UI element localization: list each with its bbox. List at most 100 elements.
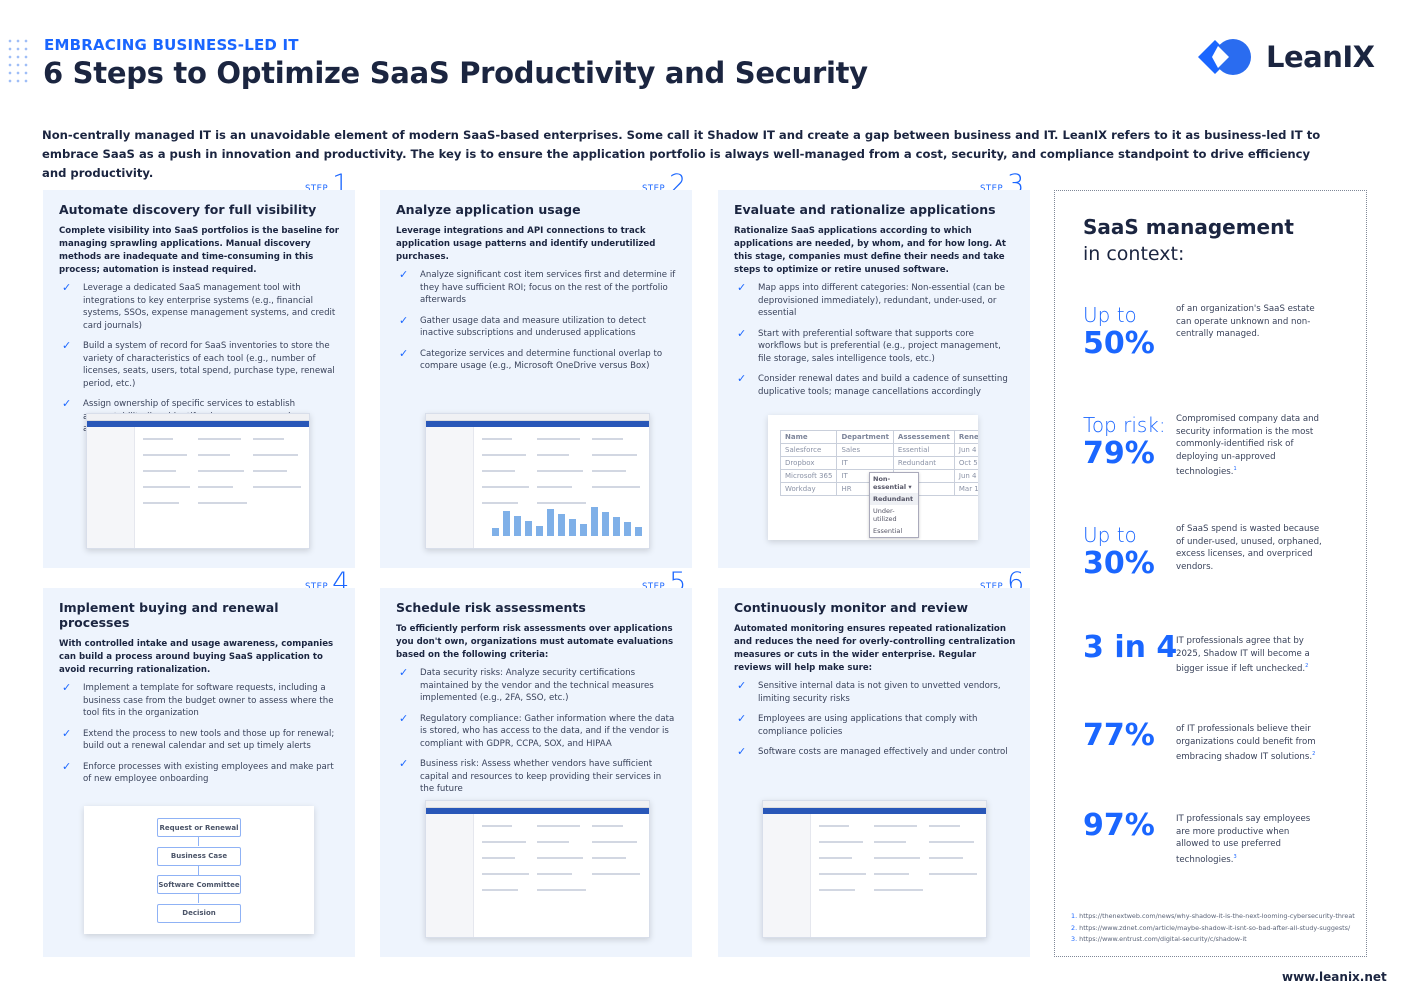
stat-value: 50% (1083, 326, 1155, 361)
usage-bar (624, 522, 631, 536)
checklist-item: ✓ Implement a template for software reque… (62, 681, 334, 718)
step-lead: With controlled intake and usage awarene… (59, 639, 334, 675)
stat-prefix: Top risk: (1083, 413, 1166, 437)
checklist-item: ✓ Data security risks: Analyze security c… (399, 666, 654, 703)
kicker: EMBRACING BUSINESS-LED IT (44, 36, 299, 54)
check-icon: ✓ (737, 712, 747, 725)
check-icon: ✓ (399, 757, 409, 770)
checklist-item: ✓ Start with preferential software that s… (737, 326, 1001, 364)
checklist-item: ✓ Employees are using applications that c… (737, 712, 978, 737)
stat-value: 77% (1083, 718, 1155, 753)
saas-context-sidebar: SaaS management in context: Up to 50% of a… (1054, 190, 1367, 957)
dropdown-option[interactable]: Under-utilized (873, 507, 897, 523)
step-title: Implement buying and renewal processes (59, 600, 279, 630)
flow-arrow (198, 837, 199, 846)
usage-bar (558, 514, 565, 536)
stat-block: Up to 50% of an organization's SaaS estate… (1083, 303, 1353, 361)
flow-step: Business Case (157, 846, 241, 866)
stat-block: 77% of IT professionals believe their org… (1083, 718, 1353, 762)
reference-link[interactable]: 1. https://thenextweb.com/news/why-shado… (1071, 912, 1355, 920)
step-lead: To efficiently perform risk assessments … (396, 624, 674, 660)
app-screenshot-discovery (86, 413, 310, 549)
checklist-item: ✓ Software costs are managed effectively … (737, 745, 1008, 758)
check-icon: ✓ (62, 726, 72, 740)
usage-bar (525, 521, 532, 536)
page-title: 6 Steps to Optimize SaaS Productivity an… (43, 56, 868, 90)
step-title: Evaluate and rationalize applications (734, 202, 996, 217)
check-icon: ✓ (62, 397, 72, 410)
step-title: Automate discovery for full visibility (59, 202, 317, 217)
usage-bar (602, 512, 609, 536)
usage-bar (635, 527, 642, 536)
check-icon: ✓ (62, 681, 72, 694)
step-title: Continuously monitor and review (734, 600, 969, 615)
check-icon: ✓ (399, 268, 409, 281)
check-icon: ✓ (737, 326, 747, 340)
logo-text: LeanIX (1266, 40, 1375, 74)
check-icon: ✓ (399, 346, 409, 360)
reference-link[interactable]: 3. https://www.entrust.com/digital-secur… (1071, 935, 1247, 943)
stat-block: 97% IT professionals say employees are mo… (1083, 808, 1353, 865)
usage-bar (503, 511, 510, 536)
assessment-dropdown[interactable]: Non-essential ▾ Redundant Under-utilized Es… (869, 472, 919, 538)
checklist-item: ✓ Categorize services and determine funct… (399, 346, 663, 371)
checklist-item: ✓ Build a system of record for SaaS inven… (62, 339, 335, 389)
stat-value: 97% (1083, 808, 1155, 843)
stat-value: 79% (1083, 436, 1155, 471)
check-icon: ✓ (737, 372, 747, 385)
stat-prefix: Up to (1083, 303, 1137, 327)
step-lead: Automated monitoring ensures repeated ra… (734, 624, 1016, 673)
check-icon: ✓ (399, 666, 409, 679)
check-icon: ✓ (62, 759, 72, 773)
app-screenshot-usage (425, 413, 650, 549)
sidebar-subtitle: in context: (1083, 243, 1185, 265)
flow-arrow (198, 894, 199, 903)
check-icon: ✓ (399, 313, 409, 327)
decorative-dots (6, 37, 30, 87)
stat-value: 3 in 4 (1083, 630, 1178, 665)
step-lead: Rationalize SaaS applications according … (734, 226, 1007, 275)
usage-bar (591, 507, 598, 536)
check-icon: ✓ (737, 281, 747, 294)
check-icon: ✓ (737, 679, 747, 692)
stat-value: 30% (1083, 546, 1155, 581)
checklist-item: ✓ Analyze significant cost item services … (399, 268, 676, 305)
stat-prefix: Up to (1083, 523, 1137, 547)
table-row: Dropbox IT Redundant Oct 5 (779, 456, 978, 470)
checklist-item: ✓ Extend the process to new tools and tho… (62, 726, 335, 751)
checklist-item: ✓ Leverage a dedicated SaaS management to… (62, 281, 336, 331)
check-icon: ✓ (399, 711, 409, 725)
checklist-item: ✓ Gather usage data and measure utilizati… (399, 313, 646, 338)
check-icon: ✓ (62, 281, 72, 294)
intro-paragraph: Non-centrally managed IT is an unavoidab… (42, 128, 1321, 180)
step-lead: Leverage integrations and API connection… (396, 226, 656, 262)
usage-bar (547, 509, 554, 536)
step-title: Analyze application usage (396, 202, 581, 217)
usage-bar (514, 516, 521, 536)
flow-step: Request or Renewal (157, 818, 241, 837)
checklist-item: ✓ Business risk: Assess whether vendors h… (399, 757, 662, 794)
stat-description: of an organization's SaaS estate can ope… (1176, 304, 1315, 339)
usage-bar (536, 526, 543, 536)
stat-description: of IT professionals believe their organi… (1176, 724, 1316, 762)
table-row: Salesforce Sales Essential Jun 4 (779, 443, 978, 457)
stat-description: IT professionals agree that by 2025, Sha… (1176, 636, 1310, 674)
flow-step: Software Committee (157, 875, 241, 894)
dropdown-option[interactable]: Redundant (870, 493, 918, 505)
step-lead: Complete visibility into SaaS portfolios… (59, 226, 340, 275)
step-title: Schedule risk assessments (396, 600, 586, 615)
website-link[interactable]: www.leanix.net (1282, 970, 1387, 984)
stat-block: 3 in 4 IT professionals agree that by 202… (1083, 630, 1353, 674)
checklist-item: ✓ Enforce processes with existing employe… (62, 759, 334, 784)
buying-process-flowchart: Request or Renewal Business Case Software … (84, 806, 314, 934)
leanix-logo: LeanIX (1198, 38, 1375, 76)
app-screenshot-risk (425, 800, 650, 938)
usage-bar (613, 517, 620, 536)
check-icon: ✓ (737, 745, 747, 758)
flow-step: Decision (157, 903, 241, 923)
references: 1. https://thenextweb.com/news/why-shado… (1071, 911, 1355, 946)
reference-link[interactable]: 2. https://www.zdnet.com/article/maybe-s… (1071, 923, 1351, 932)
usage-bar (569, 519, 576, 536)
dropdown-option[interactable]: Essential (873, 527, 903, 535)
stat-block: Up to 30% of SaaS spend is wasted because … (1083, 523, 1353, 581)
